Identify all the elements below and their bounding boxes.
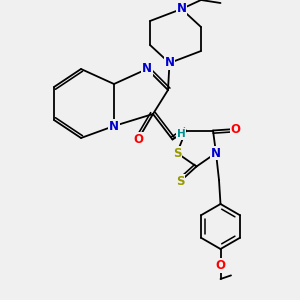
Text: S: S: [176, 175, 184, 188]
Text: N: N: [109, 119, 119, 133]
Text: N: N: [211, 146, 221, 160]
Text: N: N: [176, 2, 187, 16]
Text: H: H: [176, 129, 185, 139]
Text: S: S: [173, 146, 181, 160]
Text: N: N: [164, 56, 175, 70]
Text: O: O: [133, 133, 143, 146]
Text: O: O: [215, 259, 226, 272]
Text: O: O: [230, 122, 241, 136]
Text: N: N: [142, 62, 152, 76]
